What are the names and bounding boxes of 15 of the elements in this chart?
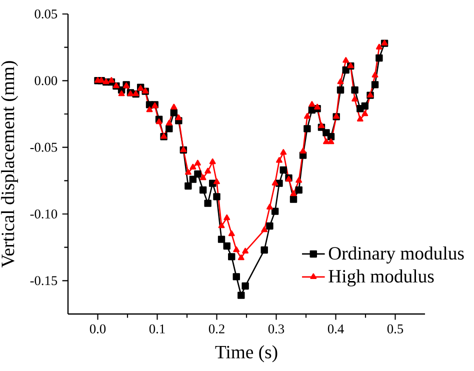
x-tick-label: 0.2 — [208, 324, 224, 334]
x-axis-title: Time (s) — [215, 345, 278, 362]
x-tick-label: 0.5 — [387, 324, 404, 334]
y-tick-label: 0.05 — [34, 9, 58, 19]
x-tick-label: 0.4 — [328, 324, 344, 334]
y-tick-label: -0.15 — [30, 276, 58, 286]
legend-label: Ordinary modulus — [328, 246, 464, 264]
y-tick-label: 0.00 — [34, 76, 58, 86]
y-tick-label: -0.10 — [30, 209, 58, 219]
x-tick-label: 0.1 — [149, 324, 165, 334]
x-tick-label: 0.0 — [90, 324, 106, 334]
y-tick-label: -0.05 — [30, 142, 58, 152]
x-tick-label: 0.3 — [268, 324, 284, 334]
legend-label: High modulus — [328, 269, 434, 286]
y-axis-title: Vertical displacement (mm) — [1, 61, 18, 268]
